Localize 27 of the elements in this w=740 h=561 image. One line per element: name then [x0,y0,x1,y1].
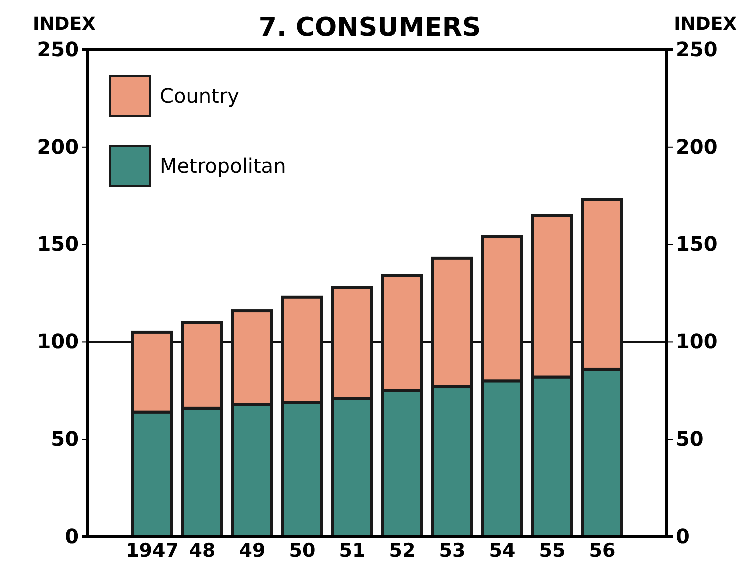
y-tick-label: 50 [51,427,79,451]
legend-label: Metropolitan [160,154,286,178]
y2-tick-label: 150 [676,232,718,256]
x-tick-label: 49 [239,540,266,561]
y2-tick-label: 50 [676,427,704,451]
x-tick-label: 54 [489,540,516,561]
x-tick-label: 1947 [126,540,179,561]
y-tick-label: 100 [37,330,79,354]
x-tick-label: 53 [439,540,466,561]
y-tick-label: 200 [37,134,79,159]
y-tick-label: 0 [65,524,79,548]
y2-tick-label: 0 [676,524,690,548]
legend-label: Country [160,84,240,108]
y2-tick-label: 250 [676,37,718,62]
y2-tick-label: 200 [676,134,718,159]
x-tick-label: 48 [189,540,216,561]
y-tick-label: 250 [37,37,79,62]
y-tick-label: 150 [37,232,79,256]
x-tick-label: 55 [539,540,566,561]
x-tick-label: 51 [339,540,366,561]
x-tick-label: 52 [389,540,416,561]
x-tick-label: 50 [289,540,316,561]
y2-axis-title: INDEX [674,14,738,35]
y2-tick-label: 100 [676,330,718,354]
x-tick-label: 56 [589,540,616,561]
chart-title: 7. CONSUMERS [258,13,482,43]
y-axis-title: INDEX [33,14,96,35]
